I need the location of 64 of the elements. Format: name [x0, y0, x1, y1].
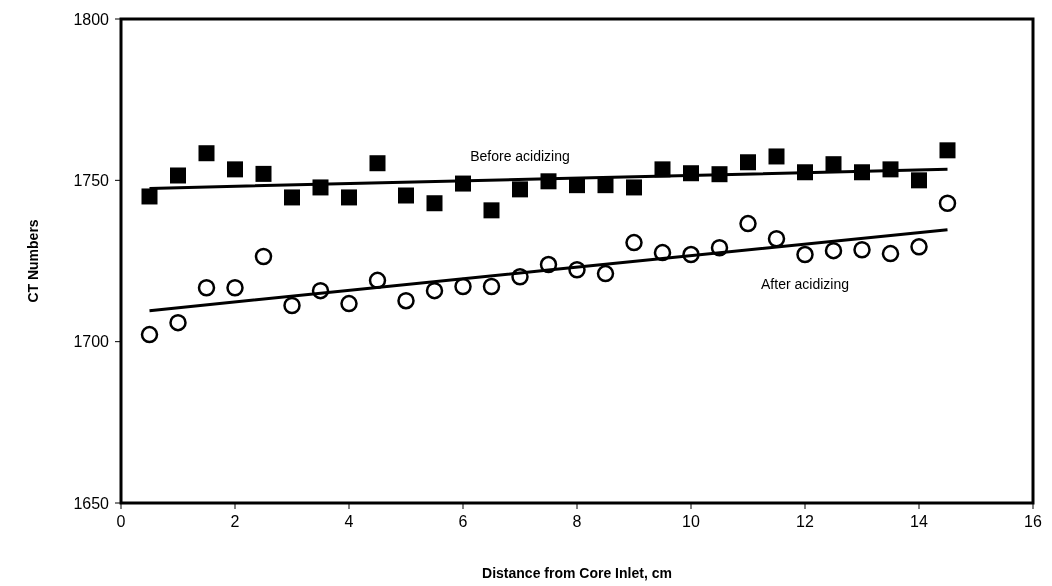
point — [853, 240, 871, 259]
x-tick-label: 6 — [458, 513, 468, 530]
point — [283, 296, 301, 315]
series-label: Before acidizing — [470, 148, 570, 165]
x-tick-label: 14 — [910, 513, 928, 530]
point — [426, 195, 443, 212]
point — [767, 229, 786, 248]
point — [170, 167, 186, 184]
point — [226, 279, 244, 297]
point — [483, 202, 500, 219]
point — [197, 279, 216, 297]
point — [169, 313, 187, 332]
point — [796, 245, 814, 264]
y-tick-label: 1650 — [73, 494, 110, 512]
point — [398, 187, 414, 204]
point — [454, 277, 472, 296]
series-label: After acidizing — [761, 275, 849, 292]
point — [768, 148, 785, 165]
y-axis-title: CT Numbers — [25, 219, 41, 303]
point — [369, 155, 386, 172]
point — [682, 245, 700, 264]
point — [511, 268, 529, 286]
point — [397, 291, 415, 310]
point — [254, 247, 273, 266]
point — [596, 264, 615, 283]
point — [881, 244, 900, 263]
point — [425, 281, 444, 300]
point — [710, 239, 729, 257]
x-tick-label: 10 — [682, 513, 700, 530]
point — [740, 154, 756, 171]
y-tick-label: 1700 — [73, 333, 110, 351]
point — [141, 188, 158, 205]
point — [824, 241, 843, 260]
point — [539, 255, 558, 274]
point — [653, 243, 672, 262]
point — [340, 294, 358, 313]
point — [910, 238, 928, 256]
point — [284, 189, 300, 206]
point — [140, 325, 159, 344]
point — [368, 271, 387, 290]
point — [311, 281, 330, 300]
point — [938, 194, 957, 212]
point — [255, 165, 272, 182]
x-tick-label: 8 — [572, 513, 582, 530]
x-tick-label: 12 — [796, 513, 814, 530]
x-tick-label: 4 — [344, 513, 354, 530]
y-tick-label: 1750 — [73, 171, 110, 189]
point — [482, 277, 501, 296]
point — [198, 145, 215, 162]
point — [739, 214, 757, 233]
point — [939, 142, 956, 159]
x-tick-label: 2 — [230, 513, 240, 530]
point — [341, 189, 357, 206]
x-tick-label: 16 — [1024, 513, 1042, 530]
point — [626, 179, 642, 196]
point — [512, 181, 528, 198]
point — [625, 233, 643, 252]
y-tick-label: 1800 — [73, 10, 110, 28]
x-tick-label: 0 — [116, 513, 126, 530]
point — [227, 161, 243, 178]
x-axis-title: Distance from Core Inlet, cm — [482, 565, 672, 581]
point — [825, 156, 842, 173]
point — [911, 172, 927, 189]
point — [568, 260, 586, 279]
